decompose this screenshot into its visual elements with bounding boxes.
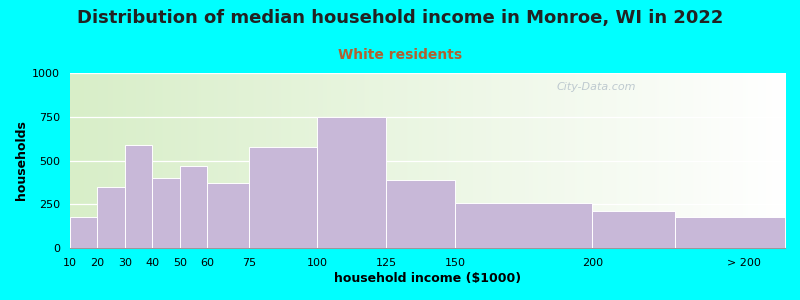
Text: Distribution of median household income in Monroe, WI in 2022: Distribution of median household income … xyxy=(77,9,723,27)
Bar xyxy=(98,187,125,248)
Bar xyxy=(318,117,386,248)
Bar xyxy=(249,146,318,248)
Text: City-Data.com: City-Data.com xyxy=(556,82,636,92)
Bar xyxy=(593,211,675,248)
Bar xyxy=(70,218,98,248)
Bar xyxy=(386,180,455,248)
Bar xyxy=(207,183,249,248)
X-axis label: household income ($1000): household income ($1000) xyxy=(334,272,521,285)
Bar xyxy=(455,203,593,248)
Bar xyxy=(675,218,785,248)
Bar xyxy=(153,178,180,248)
Bar xyxy=(125,145,153,248)
Text: White residents: White residents xyxy=(338,48,462,62)
Bar xyxy=(180,166,207,248)
Y-axis label: households: households xyxy=(15,121,28,200)
